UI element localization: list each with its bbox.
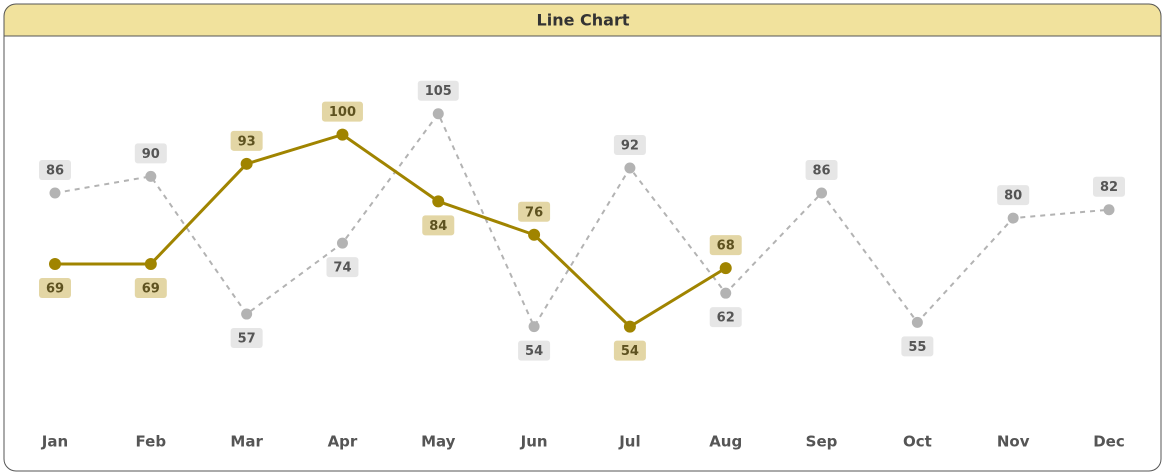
data-label-bg — [518, 340, 551, 361]
data-point — [528, 228, 541, 241]
data-label: 62 — [717, 311, 735, 326]
data-label-bg — [613, 340, 646, 361]
data-label: 54 — [621, 344, 639, 359]
data-label-bg — [518, 201, 551, 222]
data-point — [623, 320, 636, 333]
data-label: 90 — [142, 147, 160, 162]
data-label-bg — [709, 307, 742, 328]
data-label-bg — [422, 215, 455, 236]
data-label: 57 — [238, 332, 256, 347]
data-point — [49, 187, 61, 199]
x-tick-label: Feb — [136, 433, 167, 451]
x-tick-label: Aug — [709, 433, 742, 451]
data-point — [432, 108, 444, 120]
data-label-bg — [1093, 176, 1125, 197]
data-point — [624, 162, 636, 174]
data-label: 86 — [812, 164, 830, 179]
data-point — [1103, 204, 1115, 216]
data-label-bg — [326, 257, 359, 278]
data-point — [1007, 212, 1019, 224]
series-line — [54, 111, 1110, 329]
data-label: 105 — [425, 84, 452, 99]
data-label: 74 — [333, 261, 351, 276]
x-tick-label: Jul — [618, 433, 640, 451]
data-label-bg — [613, 134, 646, 155]
x-tick-label: Dec — [1093, 433, 1125, 451]
data-point — [144, 257, 157, 270]
x-tick-label: Nov — [997, 433, 1030, 451]
data-label-bg — [805, 160, 838, 181]
data-label: 82 — [1100, 180, 1118, 195]
data-label: 93 — [238, 134, 256, 149]
data-label-bg — [230, 328, 263, 349]
data-point — [49, 257, 61, 270]
panel-border — [3, 3, 1162, 472]
data-label: 80 — [1004, 189, 1022, 204]
data-point — [719, 262, 732, 275]
data-label-bg — [230, 130, 263, 151]
x-tick-label: May — [421, 433, 456, 451]
x-tick-label: Mar — [230, 433, 263, 451]
data-point — [911, 316, 923, 328]
data-label: 54 — [525, 344, 543, 359]
data-point — [145, 170, 157, 182]
data-point — [336, 237, 348, 249]
data-label-bg — [134, 143, 167, 164]
panel-header — [4, 4, 1161, 36]
data-label: 69 — [142, 281, 160, 296]
data-point — [241, 308, 253, 320]
data-label: 86 — [46, 164, 64, 179]
data-label-bg — [134, 277, 167, 298]
x-tick-label: Jun — [520, 433, 548, 451]
data-point — [432, 195, 445, 208]
data-label-bg — [39, 160, 71, 181]
data-point — [720, 287, 732, 299]
data-label-bg — [901, 336, 934, 357]
x-tick-label: Jan — [41, 433, 68, 451]
data-point — [528, 321, 540, 333]
data-label: 92 — [621, 138, 639, 153]
chart-title: Line Chart — [537, 11, 630, 30]
x-tick-label: Sep — [806, 433, 838, 451]
data-label-bg — [709, 235, 742, 256]
data-point — [336, 128, 349, 141]
data-label-bg — [39, 277, 71, 298]
data-label: 69 — [46, 281, 64, 296]
x-tick-label: Apr — [328, 433, 358, 451]
data-label-bg — [417, 80, 459, 101]
data-label: 84 — [429, 219, 447, 234]
data-label-bg — [321, 101, 363, 122]
data-label: 68 — [717, 239, 735, 254]
data-label-bg — [997, 185, 1030, 206]
data-point — [240, 157, 253, 170]
data-label: 100 — [329, 105, 356, 120]
data-point — [816, 187, 828, 199]
data-label: 55 — [908, 340, 926, 355]
data-label: 76 — [525, 205, 543, 220]
series-line — [55, 132, 727, 329]
x-tick-label: Oct — [903, 433, 932, 451]
